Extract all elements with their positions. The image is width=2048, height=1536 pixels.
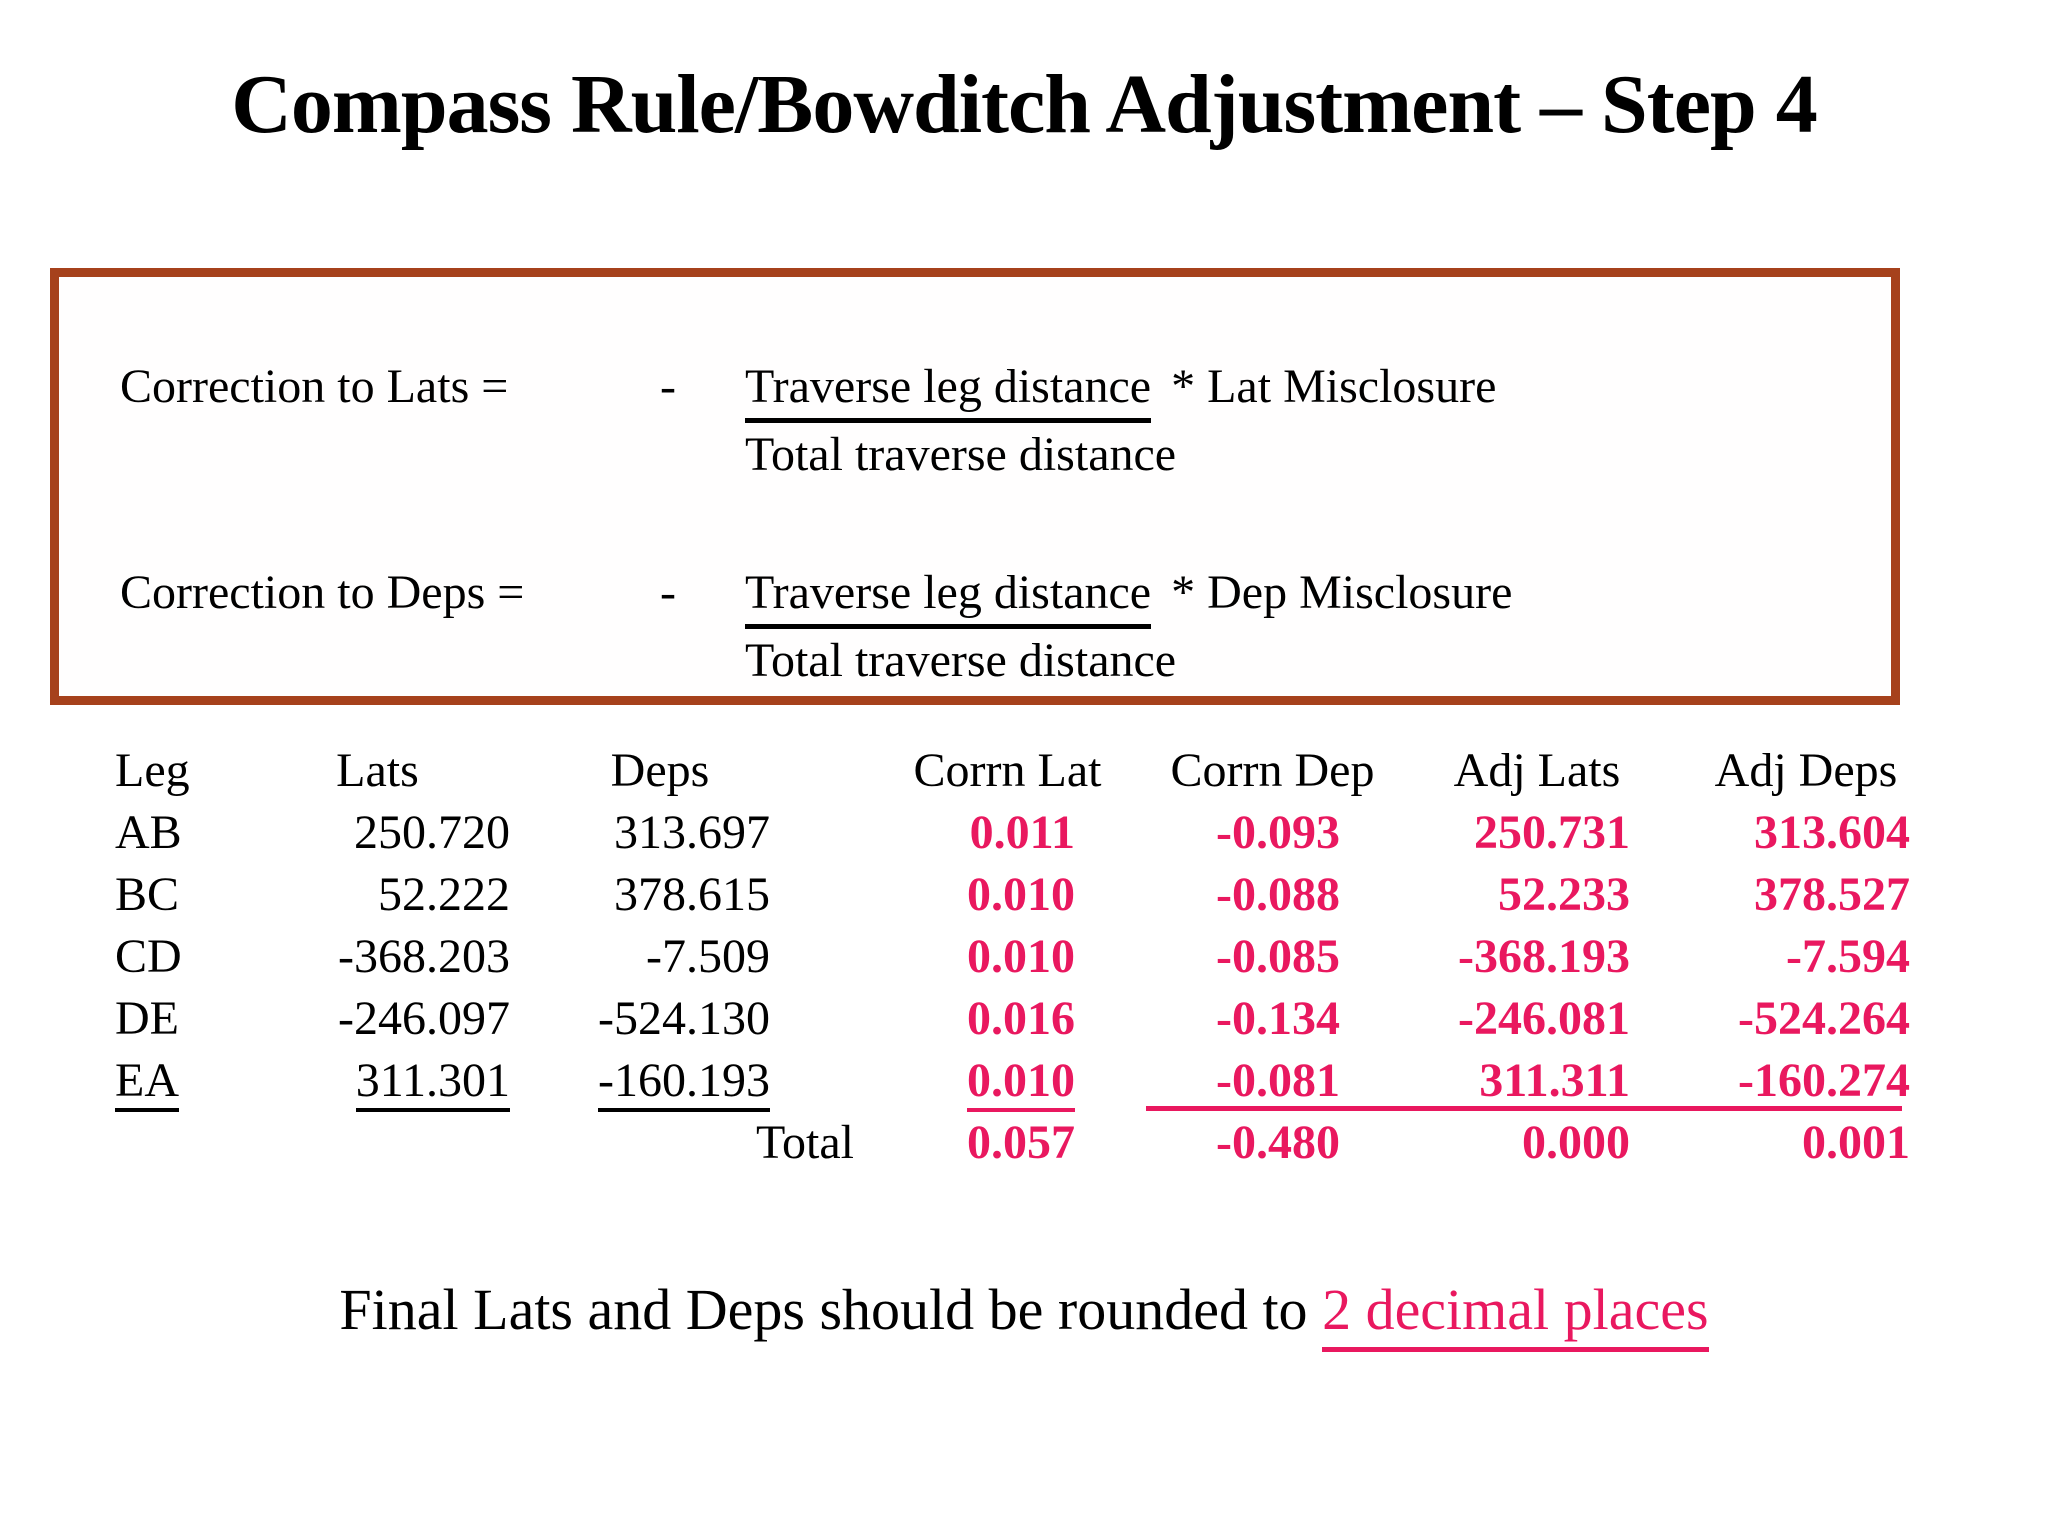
header-adj-deps: Adj Deps: [1714, 744, 1898, 797]
cell-corrn-lat: 0.010: [770, 1050, 1075, 1112]
cell-adj-deps: -160.274: [1738, 1054, 1910, 1107]
total-adj-deps: 0.001: [1802, 1116, 1910, 1169]
cell-corrn-lat-underlined: 0.010: [967, 1055, 1075, 1112]
cell-deps: -160.193: [510, 1050, 770, 1112]
cell-lats-underlined: 311.301: [355, 1055, 510, 1112]
table-row-ab: AB 250.720 313.697 0.011 -0.093 250.731 …: [115, 802, 1910, 864]
cell-adj-lats: -368.193: [1458, 930, 1630, 983]
cell-corrn-dep: -0.134: [1216, 992, 1340, 1045]
cell-adj-lats: 250.731: [1474, 806, 1630, 859]
cell-leg: EA: [115, 1050, 255, 1112]
formula-lats-denominator: Total traverse distance: [745, 428, 1177, 481]
header-leg: Leg: [115, 744, 190, 797]
cell-lats: 311.301: [255, 1050, 510, 1112]
cell-adj-lats: 52.233: [1498, 868, 1630, 921]
formula-deps-multiplier: * Dep Misclosure: [1171, 566, 1513, 619]
cell-corrn-lat: 0.016: [967, 992, 1075, 1045]
footnote: Final Lats and Deps should be rounded to…: [0, 1276, 2048, 1352]
header-corrn-lat: Corrn Lat: [913, 744, 1102, 797]
header-adj-lats: Adj Lats: [1453, 744, 1621, 797]
formula-deps-label: Correction to Deps =: [120, 566, 525, 619]
slide-title: Compass Rule/Bowditch Adjustment – Step …: [231, 58, 1818, 151]
cell-leg-underlined: EA: [115, 1055, 179, 1112]
cell-adj-deps: 378.527: [1754, 868, 1910, 921]
traverse-table: Leg Lats Deps Corrn Lat Corrn Dep Adj La…: [115, 740, 1910, 1174]
cell-corrn-lat: 0.010: [967, 868, 1075, 921]
cell-deps: -7.509: [646, 930, 770, 983]
formula-deps-numerator: Traverse leg distance: [745, 565, 1152, 629]
cell-deps: 378.615: [614, 868, 770, 921]
cell-adj-deps: -7.594: [1786, 930, 1910, 983]
footnote-prefix: Final Lats and Deps should be rounded to: [339, 1277, 1323, 1342]
formula-lats-line: Correction to Lats = - Traverse leg distan…: [120, 359, 1496, 423]
cell-corrn-lat: 0.010: [967, 930, 1075, 983]
formula-deps-minus-sign: -: [660, 566, 676, 619]
cell-lats: 250.720: [354, 806, 510, 859]
ea-row-sum-rule: [1146, 1106, 1902, 1111]
cell-leg: CD: [115, 930, 182, 983]
table-row-de: DE -246.097 -524.130 0.016 -0.134 -246.0…: [115, 988, 1910, 1050]
header-corrn-dep: Corrn Dep: [1170, 744, 1375, 797]
table-header-row: Leg Lats Deps Corrn Lat Corrn Dep Adj La…: [115, 740, 1910, 802]
cell-corrn-dep: -0.081: [1216, 1054, 1340, 1107]
formula-lats-multiplier: * Lat Misclosure: [1171, 360, 1497, 413]
cell-deps: 313.697: [614, 806, 770, 859]
total-label: Total: [756, 1116, 854, 1169]
formula-box: Correction to Lats = - Traverse leg distan…: [50, 268, 1900, 705]
formula-lats-numerator: Traverse leg distance: [745, 359, 1152, 423]
cell-corrn-dep: -0.085: [1216, 930, 1340, 983]
header-deps: Deps: [610, 744, 710, 797]
formula-deps-denominator: Total traverse distance: [745, 634, 1177, 687]
formula-deps-line: Correction to Deps = - Traverse leg distan…: [120, 565, 1512, 629]
cell-leg: DE: [115, 992, 179, 1045]
cell-leg: AB: [115, 806, 182, 859]
formula-lats-label: Correction to Lats =: [120, 360, 509, 413]
total-corrn-lat: 0.057: [967, 1116, 1075, 1169]
cell-corrn-dep: -0.088: [1216, 868, 1340, 921]
table-row-bc: BC 52.222 378.615 0.010 -0.088 52.233 37…: [115, 864, 1910, 926]
cell-adj-deps: 313.604: [1754, 806, 1910, 859]
total-adj-lats: 0.000: [1522, 1116, 1630, 1169]
cell-adj-lats: 311.311: [1479, 1054, 1630, 1107]
cell-adj-lats: -246.081: [1458, 992, 1630, 1045]
table-row-ea: EA 311.301 -160.193 0.010 -0.081 311.311…: [115, 1050, 1910, 1112]
cell-lats: -368.203: [338, 930, 510, 983]
cell-corrn-dep: -0.093: [1216, 806, 1340, 859]
header-lats: Lats: [336, 744, 419, 797]
formula-lats-minus-sign: -: [660, 360, 676, 413]
cell-adj-deps: -524.264: [1738, 992, 1910, 1045]
cell-deps-underlined: -160.193: [598, 1055, 770, 1112]
footnote-highlight: 2 decimal places: [1322, 1277, 1709, 1352]
cell-deps: -524.130: [598, 992, 770, 1045]
total-corrn-dep: -0.480: [1216, 1116, 1340, 1169]
cell-lats: 52.222: [378, 868, 510, 921]
total-label-cell: Total: [115, 1112, 854, 1174]
table-total-row: Total 0.057 -0.480 0.000 0.001: [115, 1112, 1910, 1174]
cell-corrn-lat: 0.011: [969, 806, 1075, 859]
table-row-cd: CD -368.203 -7.509 0.010 -0.085 -368.193…: [115, 926, 1910, 988]
cell-lats: -246.097: [338, 992, 510, 1045]
cell-leg: BC: [115, 868, 180, 921]
